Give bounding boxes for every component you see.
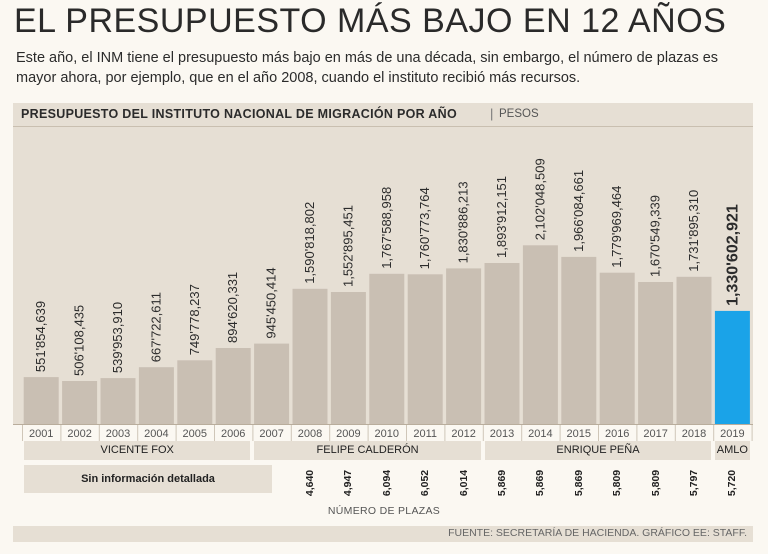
bar-2018 [676,276,712,424]
year-label-2007: 2007 [259,428,284,440]
value-label-2007: 945'450,414 [264,267,279,338]
year-label-2018: 2018 [681,428,707,440]
year-label-2019: 2019 [720,428,745,440]
bar-2002 [62,381,98,424]
bar-2008 [292,288,328,424]
plazas-value-2018: 5,797 [688,469,700,497]
plazas-value-2012: 6,014 [457,469,470,497]
plazas-value-2014: 5,869 [534,469,547,497]
value-label-2016: 1,779'969,464 [609,186,624,268]
bar-2012 [446,268,482,424]
plazas-value-2010: 6,094 [380,469,393,497]
value-label-2005: 749'778,237 [187,284,202,355]
president-band: FELIPE CALDERÓN [254,441,481,460]
year-label-2011: 2011 [413,428,438,440]
chart-header-separator: | [490,106,494,121]
bar-2017 [638,282,674,424]
plazas-value-2016: 5,809 [611,469,624,497]
president-band: VICENTE FOX [24,441,251,460]
value-label-2006: 894'620,331 [225,272,240,343]
subtitle: Este año, el INM tiene el presupuesto má… [16,50,719,86]
plazas-value-2017: 5,809 [649,469,662,497]
plazas-value-2015: 5,869 [572,469,585,497]
value-label-2017: 1,670'549,339 [648,195,663,277]
year-label-2009: 2009 [336,428,361,440]
plazas-caption: NÚMERO DE PLAZAS [327,505,441,517]
bar-2019 [714,310,750,424]
year-label-2006: 2006 [220,428,246,440]
value-label-2014: 2,102'048,509 [532,158,547,240]
year-label-2004: 2004 [144,428,169,440]
footer-bar: FUENTE: SECRETARÍA DE HACIENDA. GRÁFICO … [13,526,753,542]
bar-2005 [177,360,213,424]
year-label-2005: 2005 [182,428,208,440]
value-label-2002: 506'108,435 [72,305,87,376]
value-label-2013: 1,893'912,151 [494,176,509,258]
value-label-2012: 1,830'886,213 [456,181,471,263]
year-label-2003: 2003 [105,428,131,440]
bar-2003 [100,378,136,424]
bar-2009 [330,292,366,424]
value-label-2011: 1,760'773,764 [417,187,432,269]
value-label-2001: 551'854,639 [33,301,48,372]
plazas-value-2019: 5,720 [726,469,739,497]
value-label-2008: 1,590'818,802 [302,202,317,284]
value-label-2009: 1,552'895,451 [340,205,355,287]
plazas-value-2008: 4,640 [304,469,316,497]
plazas-value-2013: 5,869 [496,469,508,497]
year-label-2002: 2002 [67,428,92,440]
bar-2015 [561,256,597,424]
plazas-value-2011: 6,052 [419,469,432,497]
chart-header: PRESUPUESTO DEL INSTITUTO NACIONAL DE MI… [13,103,753,127]
year-label-2016: 2016 [604,428,630,440]
value-label-2003: 539'953,910 [110,302,125,373]
plazas-value-2009: 4,947 [342,469,355,497]
bar-2011 [407,274,443,424]
page-title: EL PRESUPUESTO MÁS BAJO EN 12 AÑOS [14,2,727,40]
bar-2001 [23,377,59,424]
bar-2013 [484,263,520,424]
year-label-2014: 2014 [528,428,553,440]
value-label-2004: 667'722,611 [148,292,163,362]
bar-2007 [254,343,290,424]
bar-2006 [215,348,251,424]
year-label-2015: 2015 [566,428,592,440]
year-label-2008: 2008 [297,428,323,440]
chart-unit: PESOS [499,108,539,120]
source-note: FUENTE: SECRETARÍA DE HACIENDA. GRÁFICO … [448,527,747,539]
bar-2014 [522,245,558,424]
value-label-2018: 1,731'895,310 [686,190,701,272]
year-label-2013: 2013 [489,428,515,440]
bar-2016 [599,272,635,424]
bar-2004 [138,367,174,424]
chart-title: PRESUPUESTO DEL INSTITUTO NACIONAL DE MI… [21,107,457,121]
value-label-2010: 1,767'588,958 [379,187,394,269]
president-band: ENRIQUE PEÑA [484,441,712,460]
value-label-2015: 1,966'084,661 [571,170,586,252]
year-label-2012: 2012 [451,428,476,440]
president-band: AMLO [715,441,750,460]
year-label-2010: 2010 [374,428,400,440]
year-label-2001: 2001 [28,428,54,440]
bar-2010 [369,273,405,424]
year-label-2017: 2017 [643,428,668,440]
value-label-2019: 1,330'602,921 [724,204,741,306]
no-data-label: Sin información detallada [24,465,272,493]
